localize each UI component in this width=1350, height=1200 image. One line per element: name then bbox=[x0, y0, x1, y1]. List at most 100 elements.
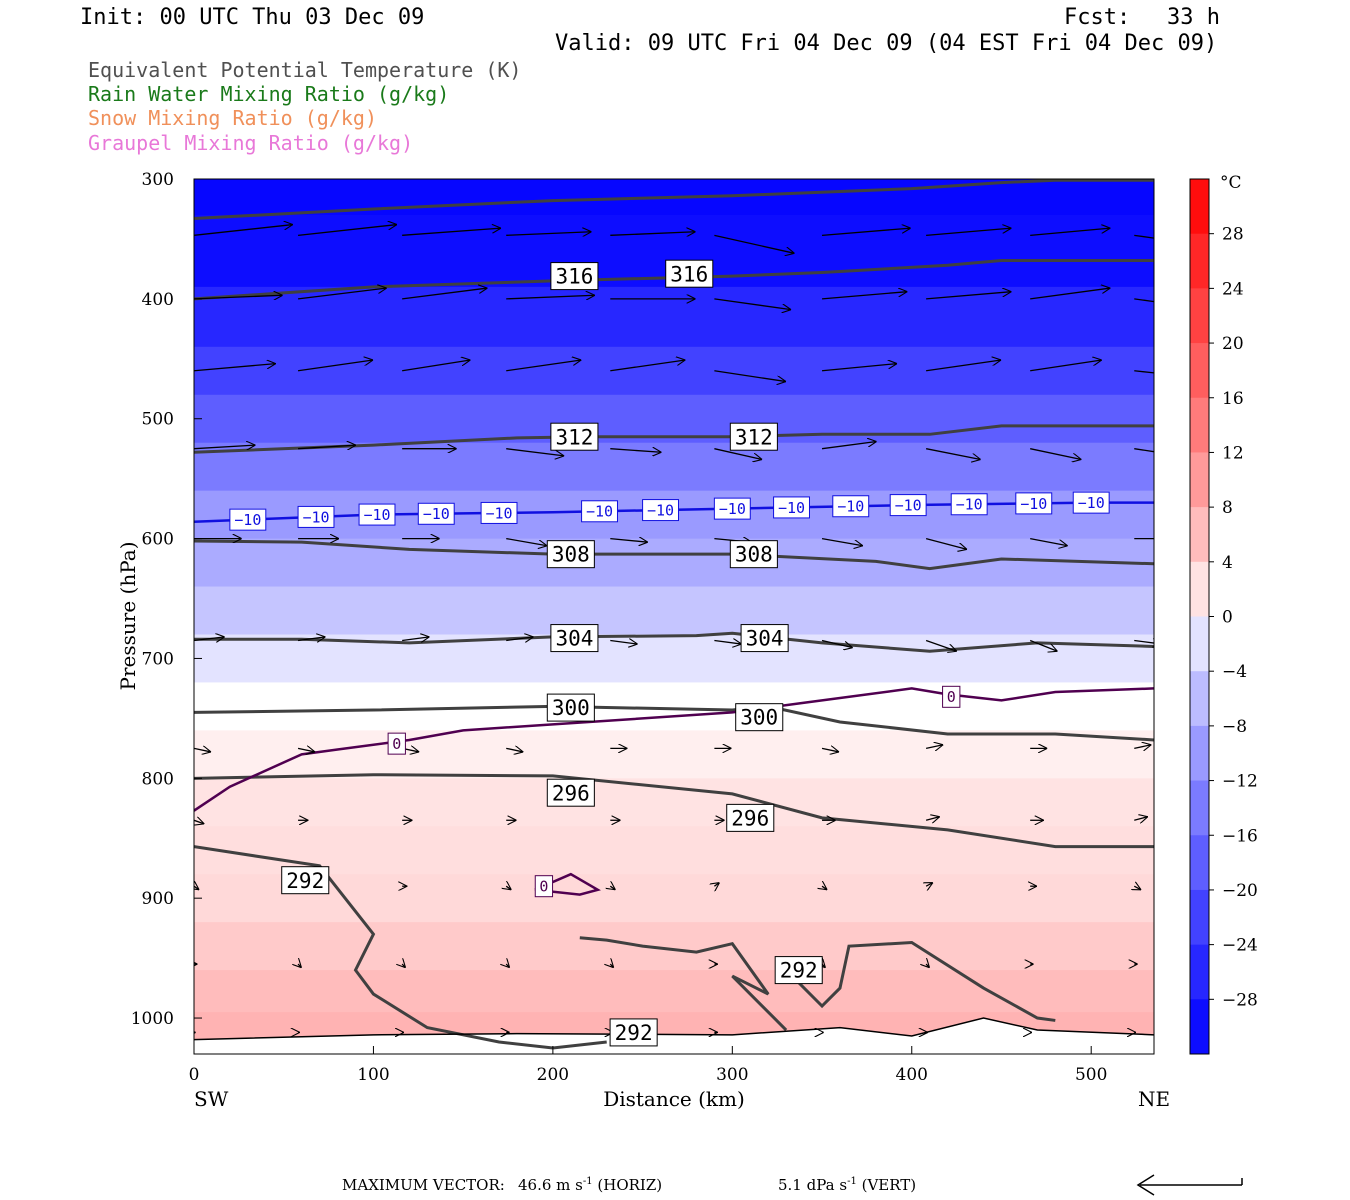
wind-vector bbox=[297, 288, 387, 300]
colorbar-swatch bbox=[1190, 397, 1209, 453]
colorbar-tick-label: 4 bbox=[1222, 553, 1233, 573]
isotherm-label-box bbox=[942, 685, 961, 708]
isotherm-label-box bbox=[950, 493, 988, 516]
isotherm-label-box bbox=[480, 501, 518, 524]
isotherm-label: −10 bbox=[586, 503, 613, 521]
colorbar-tick-label: −12 bbox=[1222, 772, 1258, 792]
colorbar-tick-label: 0 bbox=[1222, 608, 1233, 628]
colorbar-swatch bbox=[1190, 835, 1209, 891]
theta-e-label: 304 bbox=[555, 627, 593, 651]
y-axis-title: Pressure (hPa) bbox=[116, 542, 140, 691]
theta-e-label: 316 bbox=[670, 262, 708, 286]
colorbar-swatch bbox=[1190, 343, 1209, 399]
wind-vector bbox=[1134, 886, 1141, 891]
isotherm-label-box bbox=[1015, 492, 1053, 515]
wind-vector bbox=[610, 360, 685, 372]
axes: 0 100 200 300 400 500 300 400 500 600 700 800 900 100… bbox=[116, 170, 1170, 1111]
theta-e-label-box bbox=[774, 956, 823, 985]
temperature-band bbox=[194, 634, 1154, 684]
theta-e-label-box bbox=[550, 624, 599, 653]
wind-vector bbox=[821, 639, 853, 647]
colorbar-tick-label: −28 bbox=[1222, 990, 1258, 1010]
temperature-band bbox=[194, 826, 1154, 876]
wind-vector bbox=[925, 448, 981, 460]
colorbar-swatch bbox=[1190, 671, 1209, 727]
colorbar-tick-label: 20 bbox=[1222, 334, 1244, 354]
y-tick-label: 800 bbox=[142, 769, 174, 789]
x-tick-label: 400 bbox=[896, 1065, 928, 1085]
isotherm-label: −10 bbox=[837, 498, 864, 516]
colorbar-swatch bbox=[1190, 725, 1209, 782]
colorbar-tick-label: −24 bbox=[1222, 936, 1258, 956]
colorbar-tick-label: −8 bbox=[1222, 717, 1247, 737]
theta-e-contour bbox=[194, 259, 1154, 301]
legend-theta-e: Equivalent Potential Temperature (K) bbox=[88, 58, 522, 82]
wind-vector bbox=[194, 295, 283, 299]
y-tick-label: 700 bbox=[142, 649, 174, 669]
isotherm-label: 0 bbox=[947, 688, 956, 706]
theta-e-label: 304 bbox=[746, 627, 784, 651]
x-tick-label: 100 bbox=[357, 1065, 389, 1085]
isotherm-label-box bbox=[534, 875, 554, 898]
wind-vector bbox=[714, 370, 786, 382]
temperature-field bbox=[194, 179, 1154, 1054]
wind-vector bbox=[610, 539, 648, 543]
colorbar-swatch bbox=[1190, 944, 1209, 1000]
theta-e-label-box bbox=[665, 259, 714, 288]
isotherm-label: −10 bbox=[234, 511, 261, 529]
wind-vector bbox=[610, 232, 695, 236]
theta-e-contour bbox=[194, 845, 607, 1050]
isotherm-label: 0 bbox=[539, 878, 548, 896]
theta-e-contour bbox=[194, 179, 1154, 221]
temperature-band bbox=[194, 286, 1154, 348]
wind-vector bbox=[714, 298, 791, 310]
theta-e-label-box bbox=[281, 866, 330, 895]
wind-vector bbox=[402, 964, 405, 968]
wind-vector bbox=[926, 882, 933, 887]
wind-vector bbox=[1030, 360, 1102, 372]
theta-e-label-box bbox=[609, 1018, 658, 1047]
isotherm-label: −10 bbox=[647, 501, 674, 519]
theta-e-contour bbox=[785, 941, 1056, 1022]
theta-e-label-box bbox=[546, 778, 595, 807]
wind-vector bbox=[1134, 745, 1151, 749]
theta-e-contour bbox=[194, 631, 1154, 653]
wind-vector bbox=[714, 234, 794, 253]
isotherm-label-box bbox=[229, 508, 267, 531]
wind-vector bbox=[402, 637, 429, 641]
wind-vector bbox=[821, 228, 911, 236]
y-tick-label: 500 bbox=[142, 410, 174, 430]
colorbar-unit: °C bbox=[1220, 173, 1242, 193]
wind-vector bbox=[926, 360, 1001, 372]
temperature-band bbox=[194, 730, 1154, 780]
wind-vector bbox=[926, 964, 929, 968]
wind-vector bbox=[821, 292, 907, 300]
temperature-band bbox=[194, 586, 1154, 636]
wind-vector bbox=[926, 292, 1011, 300]
isotherm-label: −10 bbox=[895, 496, 922, 514]
legend-rain: Rain Water Mixing Ratio (g/kg) bbox=[88, 82, 450, 106]
plot-frame bbox=[193, 178, 1155, 1055]
wind-vector bbox=[821, 537, 863, 546]
wind-vector bbox=[194, 637, 225, 641]
temperature-band bbox=[194, 682, 1154, 732]
wind-vector bbox=[506, 537, 547, 546]
legend-snow: Snow Mixing Ratio (g/kg) bbox=[88, 106, 377, 130]
max-vector-label: MAXIMUM VECTOR: bbox=[342, 1176, 505, 1194]
isotherm-label-box bbox=[358, 503, 396, 526]
theta-e-label: 312 bbox=[735, 425, 773, 449]
isotherm-label-box bbox=[1072, 491, 1110, 514]
temperature-band bbox=[194, 778, 1154, 828]
x-axis-title: Distance (km) bbox=[603, 1087, 745, 1111]
x-tick-label: 200 bbox=[537, 1065, 569, 1085]
temperature-band bbox=[194, 874, 1154, 924]
wind-vector bbox=[506, 637, 533, 641]
wind-vector bbox=[1134, 298, 1154, 303]
isotherm-label-box bbox=[417, 502, 455, 525]
isotherm-label-box bbox=[297, 505, 335, 528]
wind-vector bbox=[402, 228, 501, 236]
wind-vector bbox=[925, 639, 957, 651]
theta-e-label: 292 bbox=[780, 959, 818, 983]
wind-vector bbox=[506, 964, 509, 968]
wind-vector bbox=[1134, 640, 1154, 644]
